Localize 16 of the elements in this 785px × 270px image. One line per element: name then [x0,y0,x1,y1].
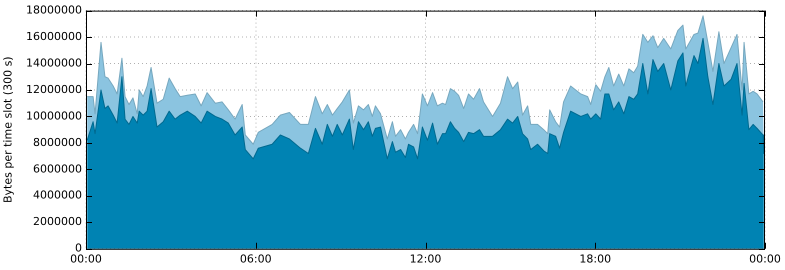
y-tick-label: 2000000 [33,215,82,228]
y-tick-label: 4000000 [33,188,82,202]
y-tick-label: 12000000 [26,82,82,96]
x-tick-label: 12:00 [410,252,442,266]
y-tick-label: 6000000 [33,162,82,176]
y-tick-label: 18000000 [26,3,82,16]
y-tick-label: 0 [75,242,82,255]
y-axis-title: Bytes per time slot (300 s) [1,56,14,204]
x-tick-label: 18:00 [579,252,612,266]
x-tick-label: 06:00 [240,252,272,266]
y-tick-label: 16000000 [26,30,82,43]
y-tick-label: 14000000 [26,56,82,70]
y-tick-label: 8000000 [33,136,82,149]
y-tick-label: 10000000 [26,109,82,122]
x-tick-label: 00:00 [70,252,102,266]
x-tick-label: 00:00 [749,252,781,266]
